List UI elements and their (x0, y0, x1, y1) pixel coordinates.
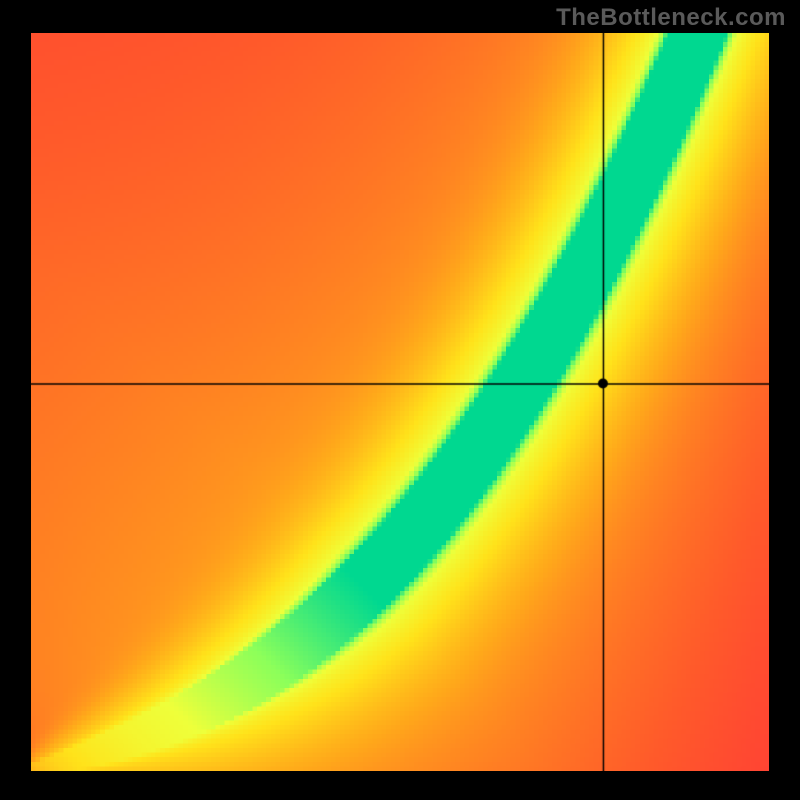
bottleneck-heatmap (31, 33, 769, 771)
chart-container: TheBottleneck.com (0, 0, 800, 800)
watermark-text: TheBottleneck.com (556, 4, 786, 32)
